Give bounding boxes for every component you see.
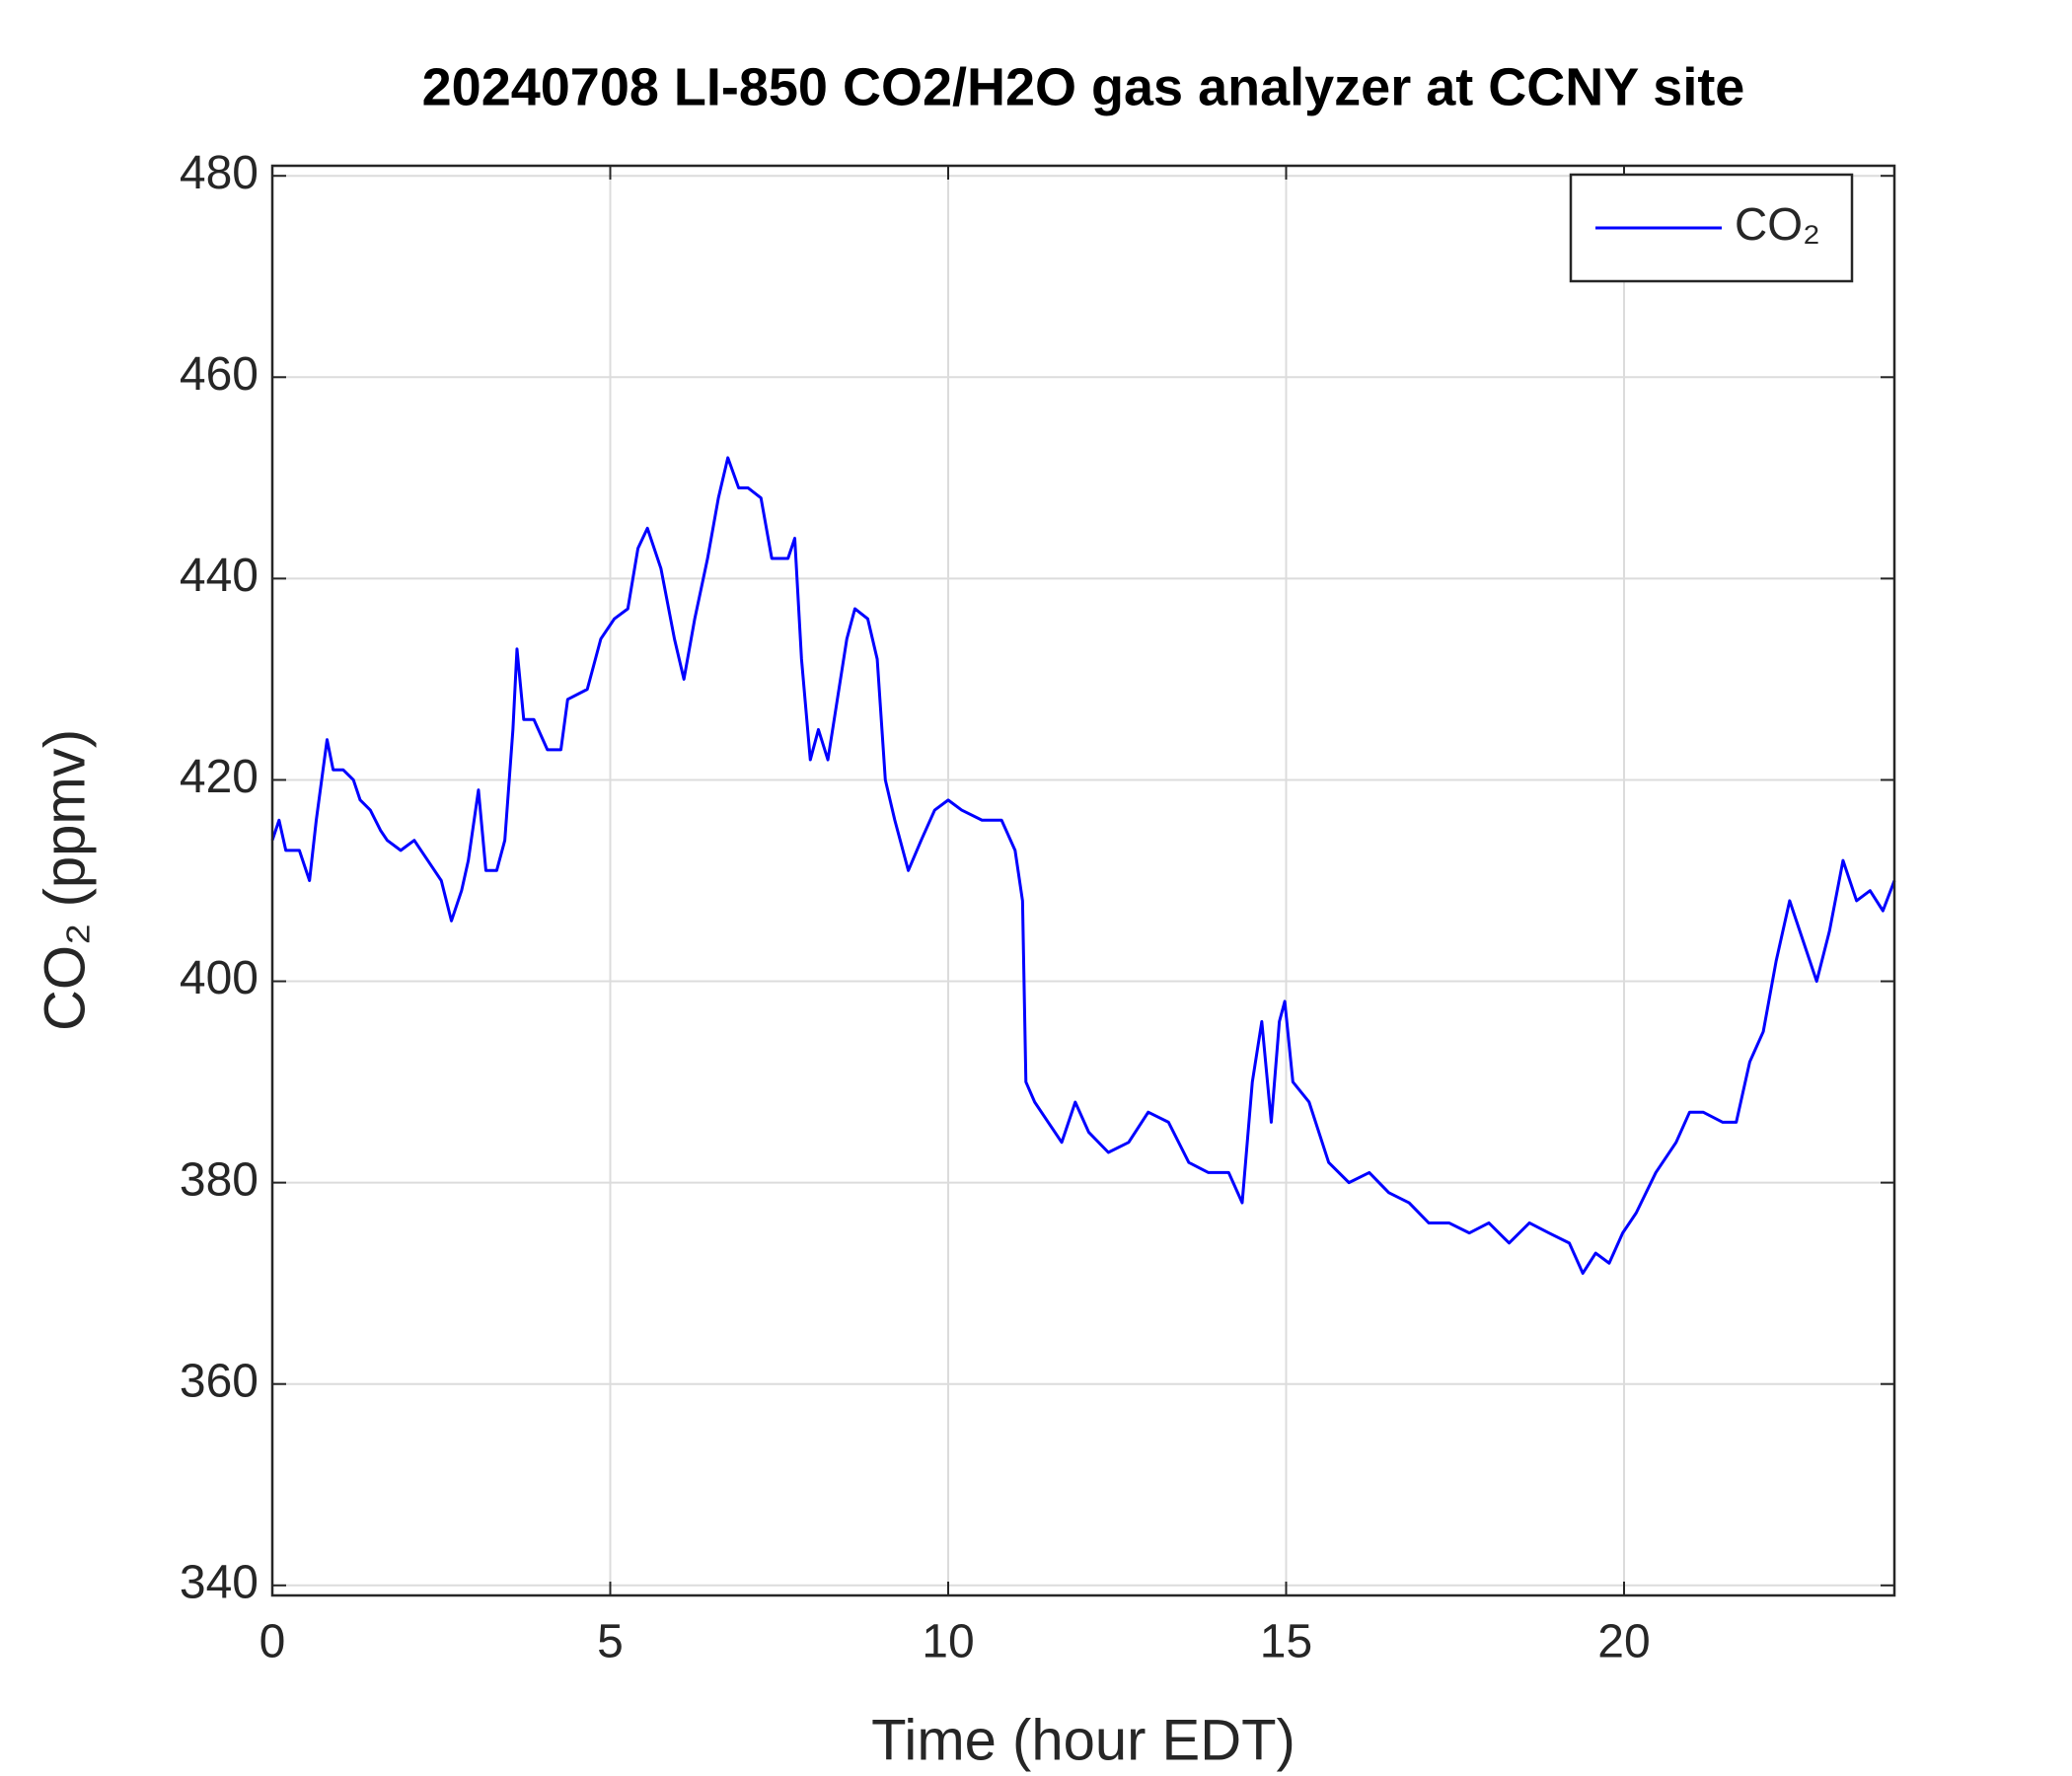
chart-title: 20240708 LI-850 CO2/H2O gas analyzer at … [422,57,1745,116]
plot-area [272,166,1894,1595]
y-tick-label: 480 [180,147,259,199]
y-tick-label: 400 [180,952,259,1004]
x-tick-label: 10 [922,1616,974,1668]
axes-box [270,164,1896,1597]
x-tick-label: 20 [1597,1616,1650,1668]
y-tick-label: 460 [180,348,259,401]
y-tick-label: 340 [180,1556,259,1608]
y-tick-label: 440 [180,550,259,602]
x-axis-label: Time (hour EDT) [871,1708,1295,1772]
data-line [270,456,1896,1275]
y-tick-label: 380 [180,1153,259,1206]
y-axis-label: CO₂ (ppmv) [33,729,97,1031]
legend-label: CO₂ [1735,198,1820,250]
x-tick-label: 5 [597,1616,624,1668]
x-tick-label: 15 [1260,1616,1312,1668]
y-tick-label: 420 [180,751,259,803]
y-tick-label: 360 [180,1355,259,1407]
x-tick-label: 0 [259,1616,286,1668]
